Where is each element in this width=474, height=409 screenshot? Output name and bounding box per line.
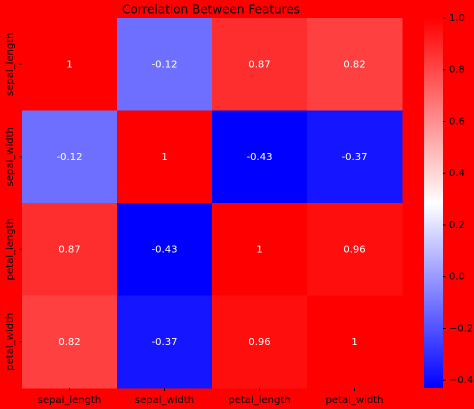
- colorbar-tick-label: −0.4: [449, 375, 473, 386]
- cell-label: 0.96: [343, 244, 365, 255]
- cell-label: 1: [351, 337, 357, 348]
- cell-label: 1: [256, 244, 262, 255]
- y-tick-label: petal_length: [5, 218, 16, 280]
- cell-label: 0.87: [58, 244, 80, 255]
- cell-label: -0.37: [342, 152, 368, 163]
- y-tick-label: petal_width: [5, 313, 16, 371]
- x-tick-label: sepal_width: [135, 395, 194, 406]
- cell-label: 0.87: [248, 59, 270, 70]
- chart-title: Correlation Between Features: [122, 3, 300, 17]
- heatmap-cell: [22, 203, 118, 296]
- cell-label: 1: [66, 59, 72, 70]
- x-tick-label: sepal_length: [38, 395, 102, 406]
- colorbar-tick-label: 0.8: [449, 65, 465, 76]
- cell-label: 0.82: [343, 59, 365, 70]
- heatmap-cell: [307, 295, 403, 389]
- heatmap-cell: [307, 203, 403, 296]
- heatmap-cell: [117, 18, 213, 111]
- colorbar-tick-label: 0.4: [449, 168, 465, 179]
- colorbar: [424, 18, 443, 388]
- cell-label: 0.82: [58, 337, 80, 348]
- heatmap-cell: [212, 18, 308, 111]
- heatmap-cell: [212, 295, 308, 389]
- heatmap-cell: [22, 110, 118, 204]
- colorbar-tick-label: 0.2: [449, 220, 465, 231]
- cell-label: 0.96: [248, 337, 270, 348]
- heatmap-cell: [212, 110, 308, 204]
- cell-label: -0.12: [57, 152, 83, 163]
- heatmap-cell: [22, 295, 118, 389]
- cell-label: -0.12: [152, 59, 178, 70]
- colorbar-tick-label: 0.0: [449, 272, 465, 283]
- heatmap-cell: [117, 110, 213, 204]
- heatmap-cell: [117, 203, 213, 296]
- y-tick-label: sepal_length: [5, 33, 16, 97]
- cell-label: -0.43: [152, 244, 178, 255]
- heatmap-cell: [212, 203, 308, 296]
- colorbar-tick-label: 1.0: [449, 13, 465, 24]
- y-tick-label: sepal_width: [5, 127, 16, 186]
- heatmap-cell: [22, 18, 118, 111]
- cell-label: -0.37: [152, 337, 178, 348]
- colorbar-tick-label: 0.6: [449, 116, 465, 127]
- heatmap-cell: [307, 18, 403, 111]
- x-tick-label: petal_width: [326, 395, 384, 406]
- cell-label: 1: [161, 152, 167, 163]
- colorbar-tick-label: −0.2: [449, 323, 473, 334]
- x-tick-label: petal_length: [228, 395, 290, 406]
- heatmap-cell: [307, 110, 403, 204]
- cell-label: -0.43: [247, 152, 273, 163]
- heatmap-cell: [117, 295, 213, 389]
